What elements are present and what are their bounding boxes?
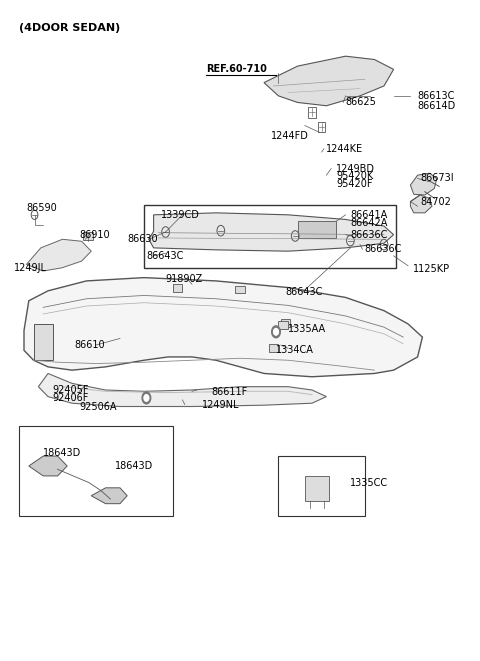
Text: 86613C: 86613C xyxy=(418,91,455,101)
Text: 18643D: 18643D xyxy=(43,447,82,458)
PathPatch shape xyxy=(149,213,394,251)
Bar xyxy=(83,232,93,240)
PathPatch shape xyxy=(24,278,422,377)
Text: 86642A: 86642A xyxy=(350,217,388,228)
Bar xyxy=(235,286,245,293)
Bar xyxy=(305,476,329,501)
PathPatch shape xyxy=(410,173,437,195)
Circle shape xyxy=(142,392,151,404)
Text: 86614D: 86614D xyxy=(418,100,456,111)
Text: 86641A: 86641A xyxy=(350,210,388,220)
Text: 86611F: 86611F xyxy=(211,387,248,397)
Bar xyxy=(318,122,325,132)
Text: 86610: 86610 xyxy=(74,340,105,350)
Bar xyxy=(278,456,365,516)
Text: 86630: 86630 xyxy=(127,234,158,245)
Text: 1249BD: 1249BD xyxy=(336,163,375,174)
Text: 1249NL: 1249NL xyxy=(202,399,239,410)
Bar xyxy=(269,344,278,352)
Text: 1339CD: 1339CD xyxy=(161,210,200,220)
PathPatch shape xyxy=(38,373,326,407)
Text: 92406F: 92406F xyxy=(53,393,89,403)
Text: 1249JL: 1249JL xyxy=(14,262,48,273)
Circle shape xyxy=(272,326,280,338)
Bar xyxy=(278,321,288,329)
Text: 1335CC: 1335CC xyxy=(350,477,388,488)
Text: 1244FD: 1244FD xyxy=(271,130,309,141)
PathPatch shape xyxy=(26,239,91,271)
Text: 95420K: 95420K xyxy=(336,171,373,182)
Text: 86673I: 86673I xyxy=(420,173,454,184)
PathPatch shape xyxy=(264,56,394,106)
Text: 86910: 86910 xyxy=(79,229,110,240)
Circle shape xyxy=(144,395,149,401)
Text: 1335AA: 1335AA xyxy=(288,323,326,334)
Text: 1125KP: 1125KP xyxy=(413,264,450,274)
Text: 86590: 86590 xyxy=(26,203,57,214)
Text: 86643C: 86643C xyxy=(286,287,323,297)
Text: 95420F: 95420F xyxy=(336,179,372,190)
Text: 92405F: 92405F xyxy=(53,385,89,395)
Text: 86636C: 86636C xyxy=(365,244,402,254)
Text: 18643D: 18643D xyxy=(115,461,154,471)
Text: 86636C: 86636C xyxy=(350,229,388,240)
Bar xyxy=(281,319,290,327)
Text: 86625: 86625 xyxy=(346,97,376,108)
Text: 92506A: 92506A xyxy=(79,401,117,412)
Text: 1244KE: 1244KE xyxy=(326,143,363,154)
Text: REF.60-710: REF.60-710 xyxy=(206,64,267,75)
PathPatch shape xyxy=(91,488,127,504)
Bar xyxy=(19,426,173,516)
Bar xyxy=(308,107,316,118)
Bar xyxy=(34,324,53,360)
Bar xyxy=(173,284,182,292)
Bar xyxy=(144,205,396,268)
Text: 86643C: 86643C xyxy=(146,251,184,261)
Text: 1334CA: 1334CA xyxy=(276,345,314,356)
Bar xyxy=(298,221,336,238)
PathPatch shape xyxy=(29,456,67,476)
PathPatch shape xyxy=(410,195,432,213)
Text: 91890Z: 91890Z xyxy=(166,274,203,284)
Text: (4DOOR SEDAN): (4DOOR SEDAN) xyxy=(19,23,120,33)
Circle shape xyxy=(274,329,278,335)
Text: 84702: 84702 xyxy=(420,196,451,207)
